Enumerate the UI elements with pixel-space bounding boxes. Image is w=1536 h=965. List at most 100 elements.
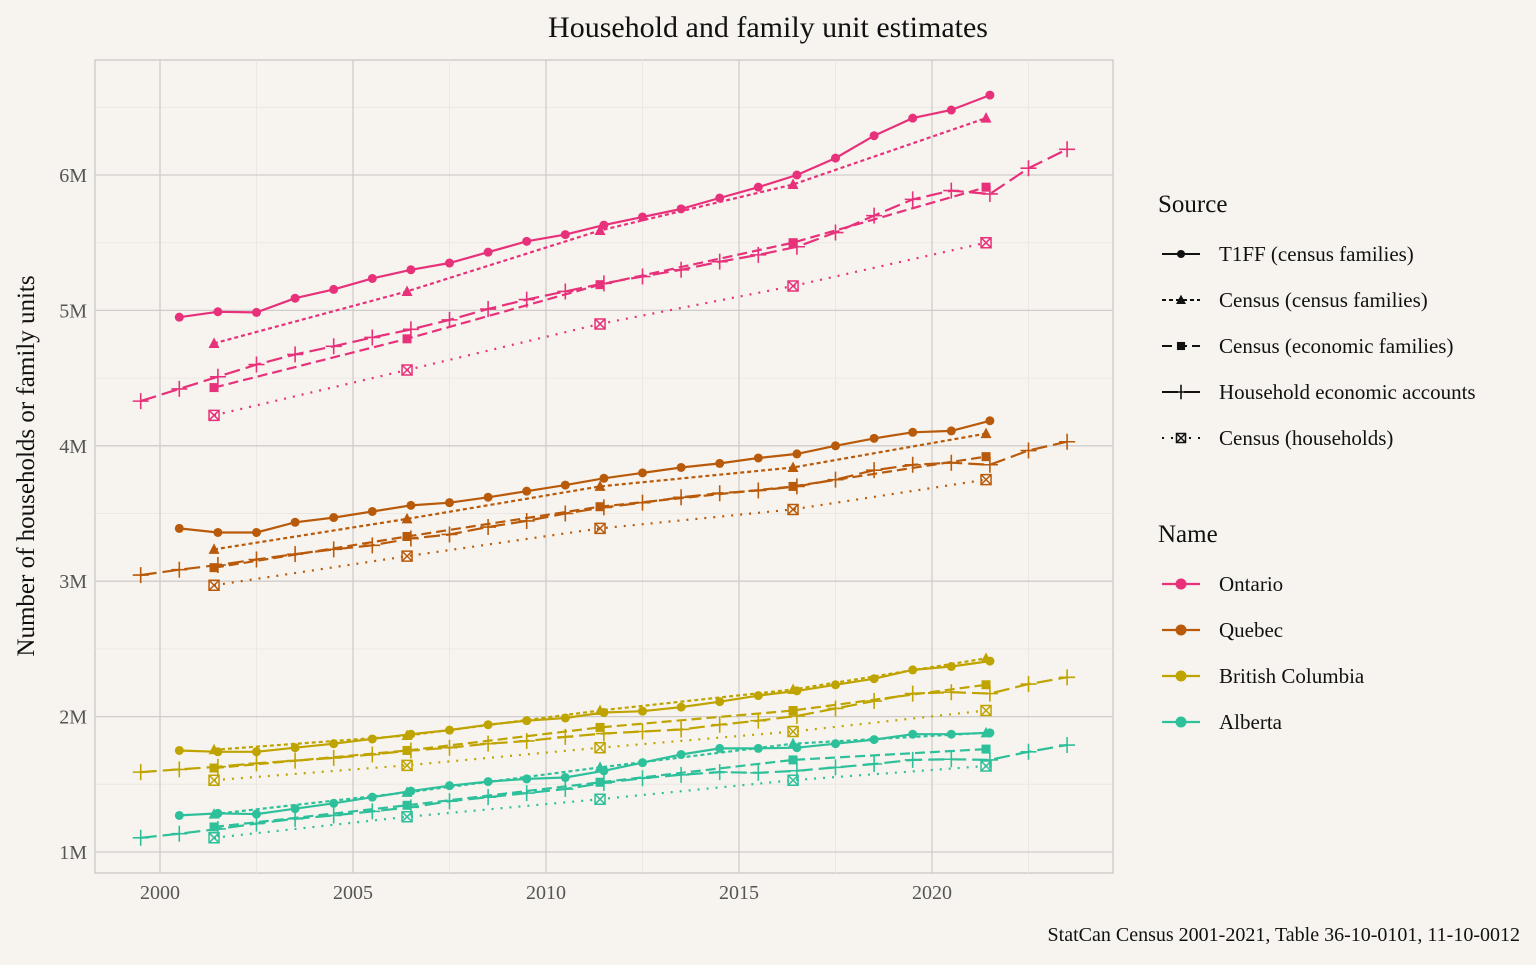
legend-name-item: Ontario [1162, 572, 1283, 596]
marker-square [788, 755, 798, 765]
marker-circle [290, 743, 300, 753]
marker-plus [866, 693, 883, 710]
legend-name-item: Quebec [1162, 618, 1283, 642]
marker-plus [132, 567, 149, 584]
marker-square-x [594, 793, 606, 805]
marker-circle [946, 426, 956, 436]
marker-circle [290, 804, 300, 814]
marker-triangle [401, 729, 413, 741]
marker-plus [518, 512, 535, 529]
marker-plus [132, 764, 149, 781]
legend-name-title: Name [1158, 521, 1218, 548]
marker-plus [518, 785, 535, 802]
legend-label: British Columbia [1219, 664, 1365, 688]
marker-circle [252, 527, 261, 537]
marker-circle [445, 258, 454, 268]
marker-circle [522, 486, 532, 496]
marker-plus [673, 721, 690, 738]
marker-plus [364, 803, 381, 820]
marker-triangle [787, 737, 799, 749]
marker-triangle [1176, 294, 1186, 305]
y-tick-label: 3M [59, 571, 87, 593]
marker-plus [402, 742, 419, 759]
y-tick-label: 2M [59, 707, 87, 729]
legend-source-item: Census (economic families) [1162, 334, 1453, 358]
marker-plus [711, 764, 728, 781]
marker-square [981, 182, 991, 192]
marker-circle [792, 170, 802, 180]
legend-label: Census (census families) [1219, 288, 1428, 312]
marker-plus [1059, 669, 1076, 686]
series-quebec-plus [132, 433, 1076, 584]
y-tick-label: 6M [59, 165, 87, 187]
marker-plus [981, 185, 998, 202]
legend-label: Ontario [1219, 572, 1283, 596]
marker-circle [715, 458, 725, 468]
legend-label: Quebec [1219, 618, 1283, 642]
marker-circle [213, 527, 223, 537]
marker-plus [634, 770, 651, 787]
x-tick-label: 2015 [719, 882, 759, 904]
marker-circle [406, 265, 416, 275]
marker-circle [367, 734, 377, 744]
marker-plus [943, 454, 960, 471]
marker-triangle [787, 178, 799, 189]
marker-square-x [980, 704, 992, 717]
marker-plus [827, 471, 844, 488]
series-ontario-plus [132, 141, 1076, 410]
marker-circle [252, 307, 261, 317]
marker-triangle [401, 786, 413, 797]
series-line [179, 94, 991, 319]
series-line [179, 419, 991, 534]
marker-plus [171, 825, 188, 842]
marker-plus [634, 723, 651, 740]
marker-circle [560, 480, 570, 490]
legend-source: Source T1FF (census families) Census (cen… [1158, 191, 1476, 450]
marker-circle [560, 230, 570, 240]
marker-circle [367, 792, 377, 802]
marker-plus [981, 685, 998, 702]
marker-plus [673, 261, 690, 278]
marker-plus [904, 191, 921, 208]
marker-circle [946, 105, 956, 115]
legend-source-item: Census (census families) [1162, 288, 1428, 312]
marker-circle [638, 468, 647, 478]
marker-plus [518, 291, 535, 308]
series-ontario-triangle [208, 112, 992, 348]
marker-circle [831, 153, 840, 163]
series-alberta-plus [132, 737, 1076, 846]
marker-plus [1020, 676, 1037, 693]
series-quebec-triangle [208, 427, 992, 554]
legend-source-item: Household economic accounts [1162, 380, 1476, 404]
marker-circle [869, 433, 879, 443]
marker-plus [402, 530, 419, 547]
marker-triangle [980, 112, 992, 123]
marker-plus [209, 758, 226, 775]
marker-circle [483, 247, 493, 257]
marker-circle [290, 517, 300, 527]
marker-circle [522, 716, 532, 726]
marker-square-x [401, 550, 413, 562]
legend-label: T1FF (census families) [1219, 242, 1414, 266]
marker-plus [364, 537, 381, 554]
marker-circle [869, 735, 879, 745]
series-quebec-circle [174, 416, 995, 537]
series-line [213, 748, 987, 829]
marker-square [981, 452, 991, 462]
marker-plus [1020, 442, 1037, 459]
marker-triangle [208, 543, 220, 554]
legend-marker [1175, 716, 1187, 728]
marker-plus [325, 338, 342, 355]
marker-square-x [401, 364, 413, 376]
marker-circle [174, 810, 184, 820]
x-tick-label: 2020 [912, 882, 952, 904]
marker-square-x [980, 473, 992, 486]
marker-circle [329, 513, 339, 523]
marker-plus [364, 329, 381, 346]
marker-circle [985, 90, 995, 100]
y-tick-label: 1M [59, 842, 87, 864]
caption: StatCan Census 2001-2021, Table 36-10-01… [1048, 924, 1520, 946]
marker-circle [676, 702, 686, 712]
marker-plus [750, 764, 767, 781]
marker-plus [827, 759, 844, 776]
